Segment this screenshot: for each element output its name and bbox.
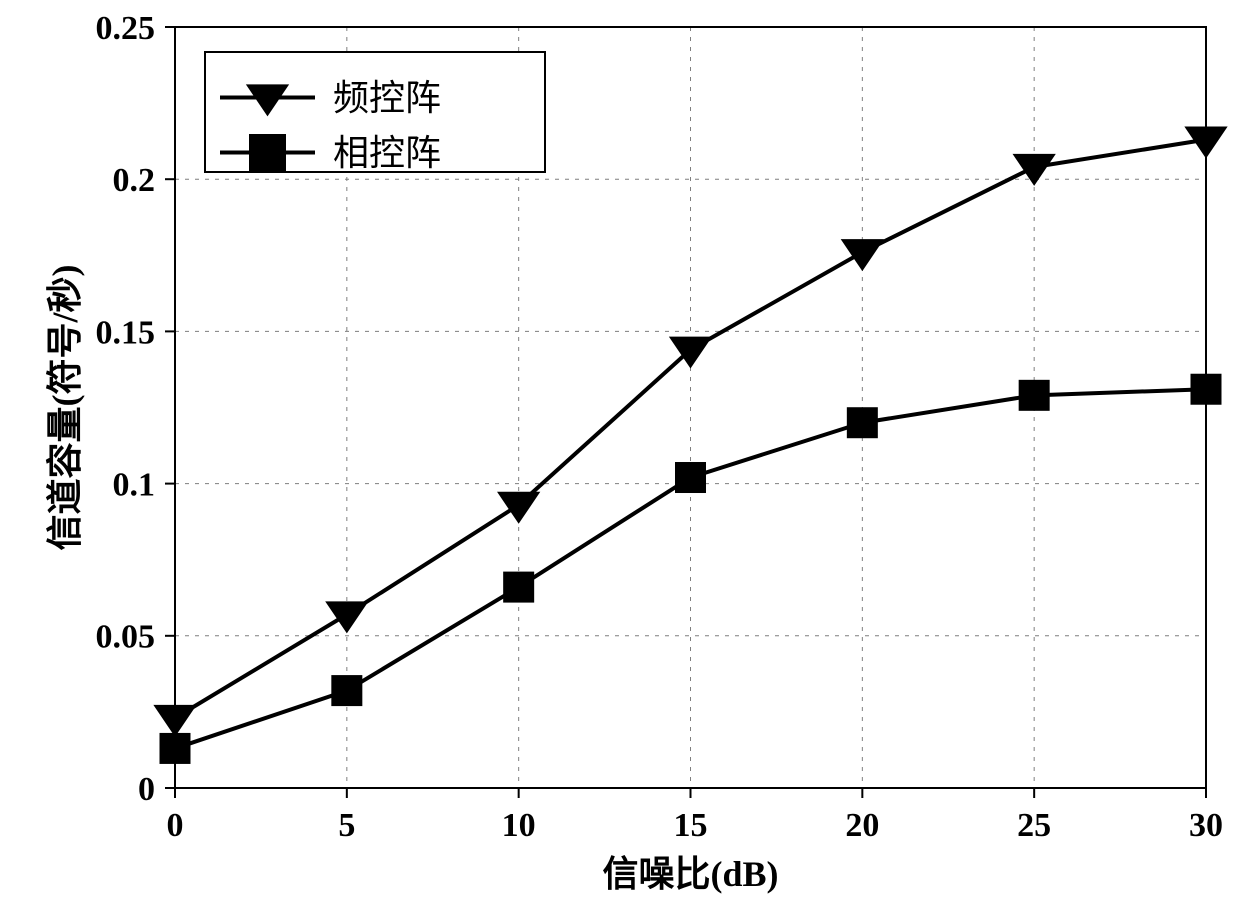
y-tick-label: 0.2 xyxy=(113,162,156,199)
y-axis-title: 信道容量(符号/秒) xyxy=(45,265,85,551)
series-1-marker xyxy=(847,408,877,438)
x-tick-label: 10 xyxy=(502,807,536,844)
y-tick-label: 0.05 xyxy=(96,619,156,656)
y-tick-label: 0.1 xyxy=(113,467,156,504)
series-1-marker xyxy=(332,676,362,706)
x-tick-label: 25 xyxy=(1017,807,1051,844)
legend-marker-1 xyxy=(250,135,286,171)
x-tick-label: 0 xyxy=(167,807,184,844)
x-axis-title: 信噪比(dB) xyxy=(602,854,778,894)
series-1-marker xyxy=(504,572,534,602)
line-chart: 0 5 10 15 20 25 30 0 0.05 0.1 0.15 0.2 0.25 信噪比(dB) 信道… xyxy=(0,0,1239,901)
series-1-marker xyxy=(1019,380,1049,410)
x-tick-label: 30 xyxy=(1189,807,1223,844)
series-1-marker xyxy=(676,463,706,493)
legend-label-1: 相控阵 xyxy=(333,133,441,173)
x-tick-label: 20 xyxy=(845,807,879,844)
y-tick-label: 0.25 xyxy=(96,10,156,47)
x-tick-label: 5 xyxy=(338,807,355,844)
y-tick-label: 0.15 xyxy=(96,314,156,351)
series-1-marker xyxy=(1191,374,1221,404)
chart-background xyxy=(0,0,1239,901)
legend-label-0: 频控阵 xyxy=(333,78,441,118)
legend: 频控阵相控阵 xyxy=(205,52,545,173)
x-tick-label: 15 xyxy=(674,807,708,844)
y-tick-label: 0 xyxy=(138,771,155,808)
chart-container: 0 5 10 15 20 25 30 0 0.05 0.1 0.15 0.2 0.25 信噪比(dB) 信道… xyxy=(0,0,1239,901)
series-1-marker xyxy=(160,733,190,763)
